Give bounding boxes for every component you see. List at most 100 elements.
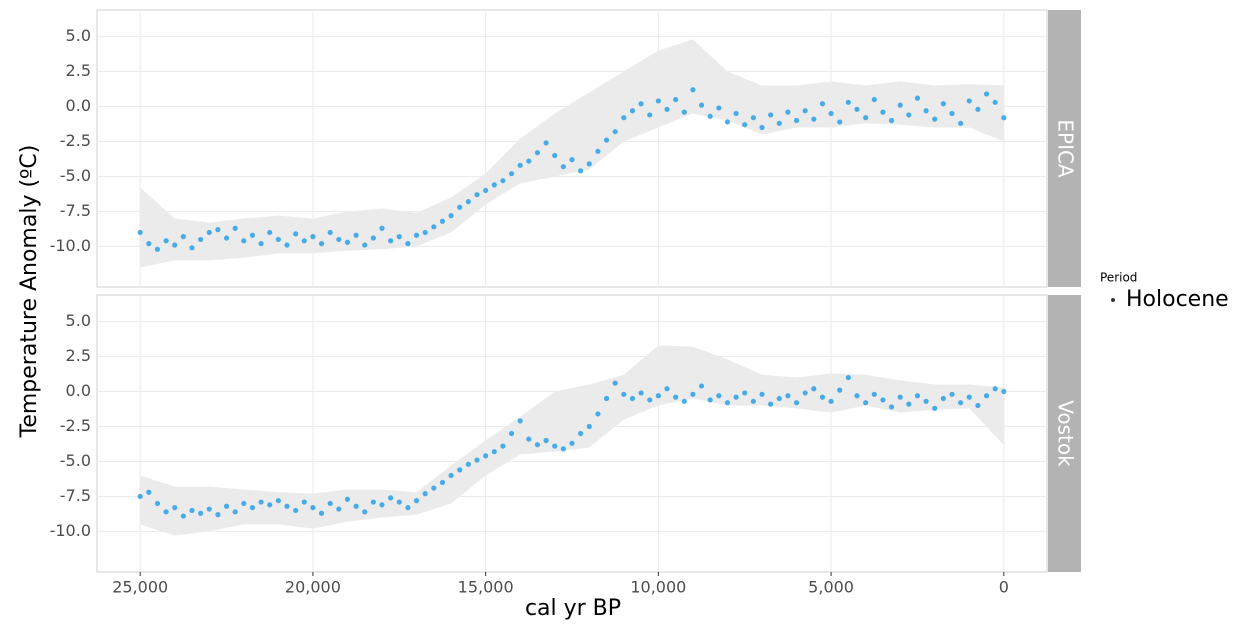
point: [906, 112, 912, 118]
legend-title: Period: [1100, 271, 1137, 285]
point: [439, 218, 446, 224]
point: [431, 224, 437, 230]
point: [768, 112, 774, 118]
point: [370, 235, 376, 241]
point: [802, 108, 808, 114]
point: [733, 110, 739, 117]
point: [534, 150, 541, 156]
point: [388, 495, 394, 501]
point: [612, 129, 618, 135]
point: [500, 178, 506, 184]
point: [983, 393, 990, 399]
point: [172, 242, 178, 248]
strip: [1048, 10, 1081, 287]
point: [206, 229, 212, 236]
point: [733, 394, 739, 400]
point: [811, 116, 817, 122]
point: [241, 238, 247, 244]
point: [508, 430, 515, 437]
point: [932, 116, 938, 122]
point: [526, 436, 532, 442]
point: [293, 231, 299, 237]
point: [793, 400, 800, 406]
point: [517, 162, 523, 168]
point: [198, 510, 204, 516]
point: [776, 395, 782, 402]
point: [586, 161, 592, 167]
x-tick-label: 25,000: [112, 578, 168, 597]
point: [500, 443, 506, 449]
point: [180, 513, 186, 519]
ribbon: [140, 39, 1004, 268]
point: [396, 234, 402, 240]
point: [949, 391, 955, 397]
point: [698, 102, 705, 108]
point: [1001, 115, 1007, 121]
point: [336, 506, 342, 512]
point: [914, 393, 921, 399]
point: [215, 512, 221, 518]
point: [206, 506, 212, 512]
x-tick-label: 0: [999, 578, 1009, 597]
point: [612, 380, 618, 386]
point: [888, 117, 895, 124]
point: [483, 187, 489, 194]
point: [724, 400, 731, 406]
point: [232, 225, 238, 231]
point: [439, 479, 446, 486]
point: [888, 404, 895, 410]
y-tick-label: -10.0: [50, 236, 91, 255]
point: [189, 245, 195, 251]
point: [491, 449, 497, 455]
point: [759, 391, 765, 397]
point: [327, 229, 333, 236]
point: [379, 502, 385, 508]
strip: [1048, 295, 1081, 572]
point: [845, 99, 851, 105]
point: [897, 394, 903, 400]
point: [871, 96, 877, 103]
point: [629, 108, 636, 114]
point: [431, 485, 437, 491]
point: [983, 91, 990, 97]
point: [154, 500, 161, 507]
point: [923, 108, 929, 114]
point: [975, 106, 981, 112]
y-tick-label: -7.5: [60, 486, 91, 505]
point: [465, 199, 471, 205]
point: [828, 398, 834, 404]
point: [621, 391, 627, 397]
point: [621, 115, 627, 121]
point: [854, 106, 860, 112]
point: [146, 489, 152, 495]
point: [223, 503, 230, 509]
point: [232, 509, 238, 515]
point: [673, 96, 679, 103]
point: [785, 393, 791, 399]
point: [457, 204, 463, 210]
point: [483, 453, 489, 459]
point: [914, 95, 921, 101]
point: [966, 98, 972, 104]
point: [664, 386, 670, 392]
point: [474, 457, 480, 463]
point: [819, 394, 826, 400]
point: [422, 229, 428, 236]
x-tick-label: 20,000: [285, 578, 341, 597]
point: [353, 232, 359, 238]
point: [828, 110, 834, 117]
point: [603, 137, 610, 143]
point: [405, 241, 411, 247]
point: [413, 232, 420, 238]
point: [785, 109, 791, 115]
point: [871, 391, 877, 397]
strip-label: Vostok: [1054, 400, 1078, 467]
point: [422, 491, 428, 497]
point: [336, 236, 342, 243]
point: [837, 387, 843, 393]
point: [301, 499, 307, 505]
point: [854, 393, 860, 399]
point: [880, 397, 886, 403]
point: [578, 430, 584, 437]
point: [681, 398, 687, 404]
